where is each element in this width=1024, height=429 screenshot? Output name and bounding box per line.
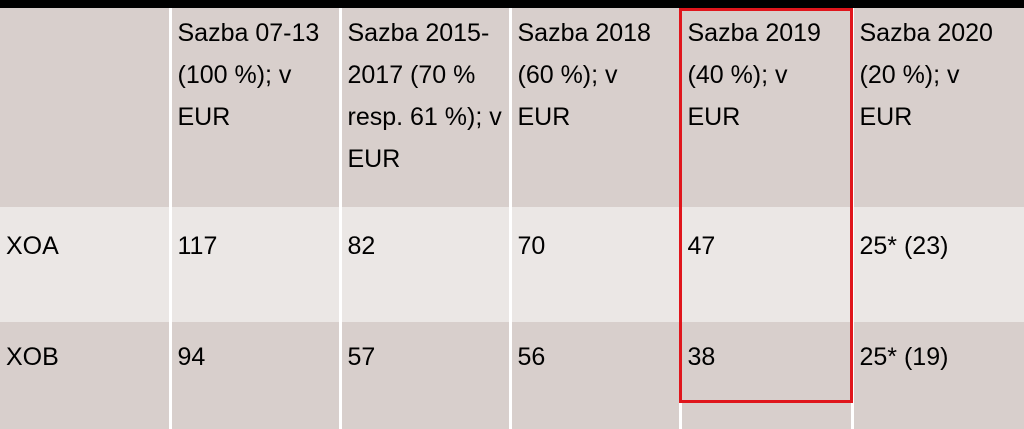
table: Sazba 07-13 (100 %); v EUR Sazba 2015-201…: [0, 8, 1024, 429]
row-label: XOB: [0, 322, 170, 429]
data-cell: 82: [338, 207, 510, 322]
data-cell: 25* (19): [850, 322, 1024, 429]
data-cell: 117: [168, 207, 340, 322]
header-row: Sazba 07-13 (100 %); v EUR Sazba 2015-201…: [0, 8, 1024, 207]
header-cell: Sazba 2020 (20 %); v EUR: [850, 8, 1024, 207]
data-row: XOB 94 57 56 38 25* (19): [0, 322, 1024, 429]
data-cell: 56: [508, 322, 680, 429]
table-area: Sazba 07-13 (100 %); v EUR Sazba 2015-201…: [0, 8, 1024, 429]
data-cell: 38: [678, 322, 852, 429]
header-cell: Sazba 2018 (60 %); v EUR: [508, 8, 680, 207]
data-cell: 57: [338, 322, 510, 429]
data-cell: 47: [678, 207, 852, 322]
header-cell: [0, 8, 170, 207]
data-row: XOA 117 82 70 47 25* (23): [0, 207, 1024, 322]
data-cell: 25* (23): [850, 207, 1024, 322]
header-cell: Sazba 2015-2017 (70 % resp. 61 %); v EUR: [338, 8, 510, 207]
page: Sazba 07-13 (100 %); v EUR Sazba 2015-201…: [0, 8, 1024, 429]
data-cell: 94: [168, 322, 340, 429]
row-label: XOA: [0, 207, 170, 322]
data-cell: 70: [508, 207, 680, 322]
header-cell: Sazba 07-13 (100 %); v EUR: [168, 8, 340, 207]
header-cell: Sazba 2019 (40 %); v EUR: [678, 8, 852, 207]
